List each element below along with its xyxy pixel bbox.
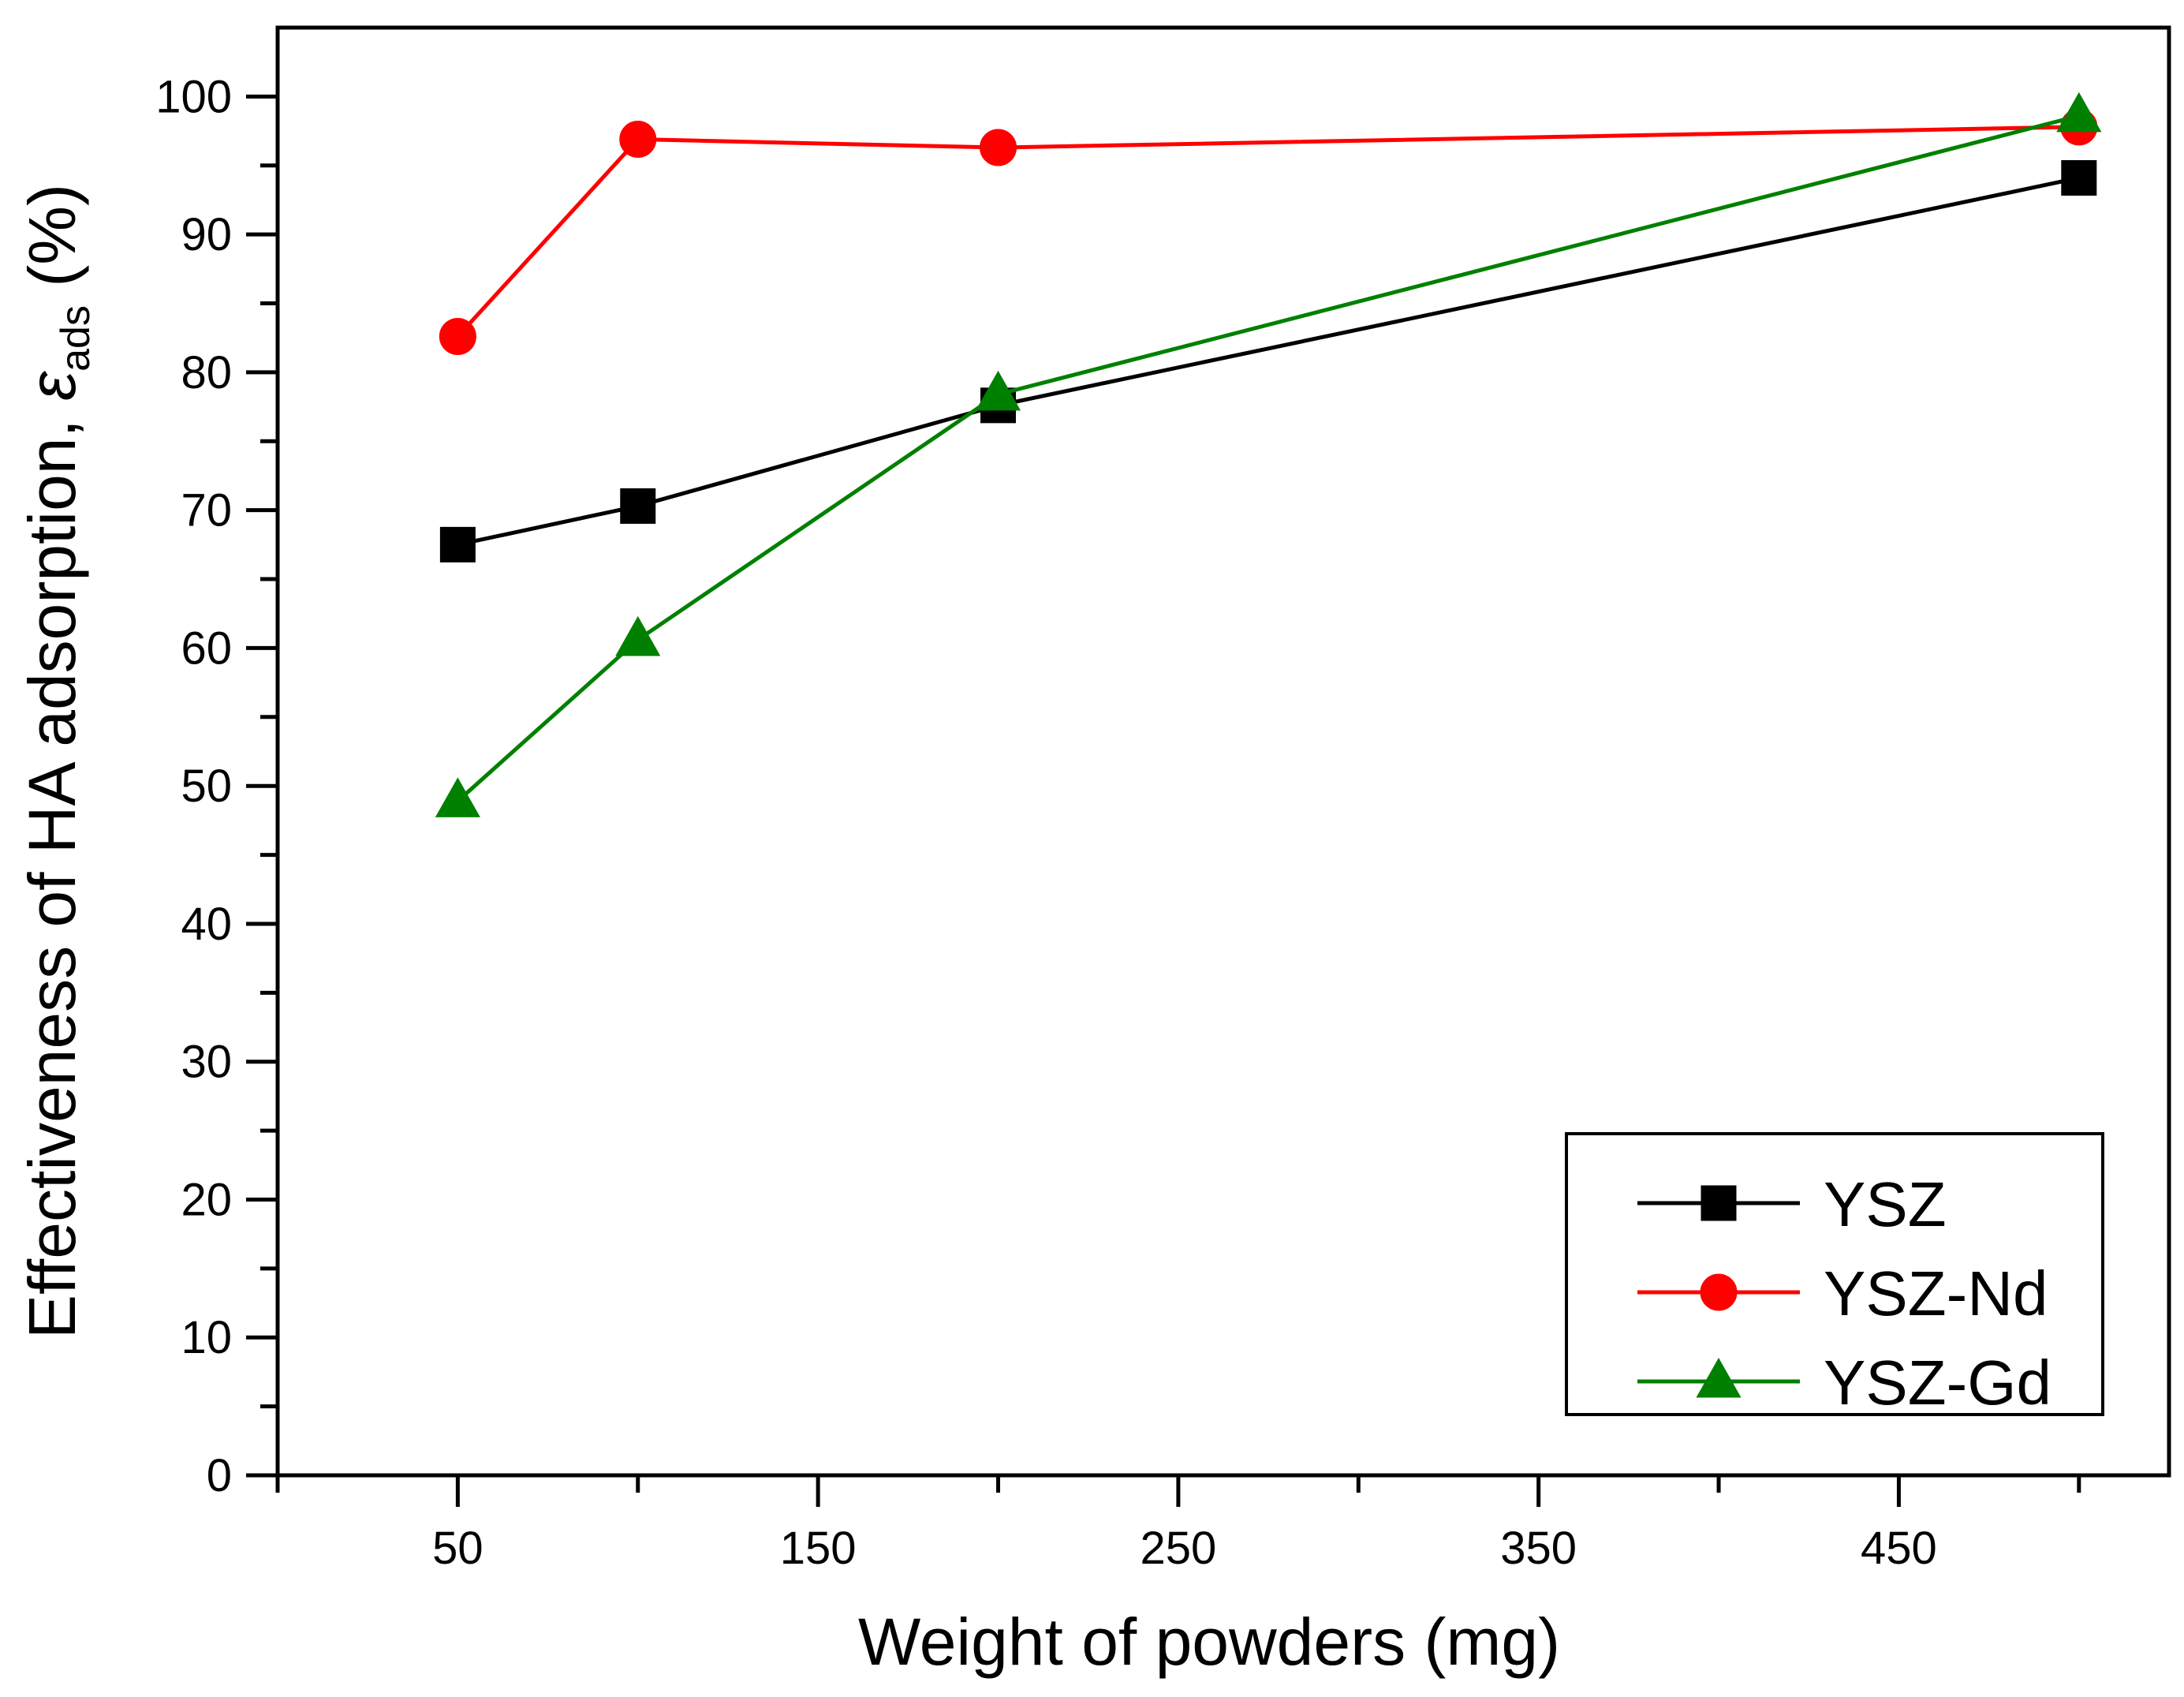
- y-tick-label: 50: [181, 761, 232, 812]
- x-axis: 50 150 250 350 450: [275, 1475, 2081, 1574]
- data-point: [439, 317, 476, 355]
- y-axis: 0 10 20 30 40 50 60 70 80 90 100: [155, 71, 278, 1501]
- y-tick-label: 90: [181, 209, 232, 260]
- data-point: [615, 615, 661, 656]
- y-axis-title-subscript: ads: [53, 305, 99, 372]
- data-point: [439, 526, 476, 563]
- series-ysz: [439, 159, 2097, 563]
- legend: YSZ YSZ-Nd YSZ-Gd: [1565, 1132, 2104, 1418]
- legend-item: YSZ: [1637, 1169, 1947, 1239]
- y-axis-title-text: Effectiveness of HA adsorption,: [15, 401, 89, 1339]
- legend-marker: [1700, 1273, 1738, 1311]
- data-point: [620, 488, 656, 524]
- x-tick-label: 50: [432, 1523, 483, 1574]
- y-tick-label: 80: [181, 347, 232, 398]
- data-point: [2061, 159, 2097, 196]
- y-tick-label: 40: [181, 899, 232, 950]
- y-tick-label: 70: [181, 485, 232, 536]
- y-tick-label: 20: [181, 1174, 232, 1225]
- plot-area: [275, 25, 2171, 1478]
- series-line: [456, 114, 2080, 803]
- legend-item: YSZ-Nd: [1637, 1258, 2048, 1329]
- y-axis-title-symbol: ε: [15, 371, 89, 401]
- y-tick-label: 30: [181, 1037, 232, 1088]
- y-axis-title: Effectiveness of HA adsorption, εads (%): [15, 184, 99, 1339]
- legend-marker: [1696, 1357, 1742, 1398]
- y-tick-label: 100: [155, 71, 232, 122]
- y-tick-label: 10: [181, 1312, 232, 1363]
- legend-label: YSZ-Gd: [1824, 1348, 2051, 1418]
- legend-label: YSZ-Nd: [1824, 1258, 2048, 1329]
- data-point: [619, 121, 657, 159]
- legend-box: [1565, 1132, 2104, 1416]
- x-tick-label: 350: [1500, 1523, 1577, 1574]
- legend-item: YSZ-Gd: [1637, 1348, 2051, 1418]
- data-point: [435, 777, 480, 817]
- legend-label: YSZ: [1824, 1169, 1947, 1239]
- series-line: [457, 176, 2080, 547]
- data-point: [980, 129, 1017, 166]
- series-ysz-gd: [435, 92, 2102, 817]
- plot-frame: [275, 25, 2171, 1478]
- data-point: [2056, 92, 2102, 133]
- x-tick-label: 450: [1861, 1523, 1937, 1574]
- x-axis-title: Weight of powders (mg): [858, 1605, 1560, 1679]
- data-point: [975, 370, 1021, 411]
- legend-marker: [1701, 1185, 1737, 1221]
- y-tick-label: 0: [207, 1450, 232, 1501]
- series-line: [456, 125, 2079, 338]
- x-tick-label: 250: [1141, 1523, 1217, 1574]
- y-axis-title-unit: (%): [15, 184, 89, 305]
- series-layer: [435, 92, 2102, 817]
- x-tick-label: 150: [780, 1523, 857, 1574]
- series-ysz-nd: [439, 108, 2098, 355]
- y-tick-label: 60: [181, 622, 232, 674]
